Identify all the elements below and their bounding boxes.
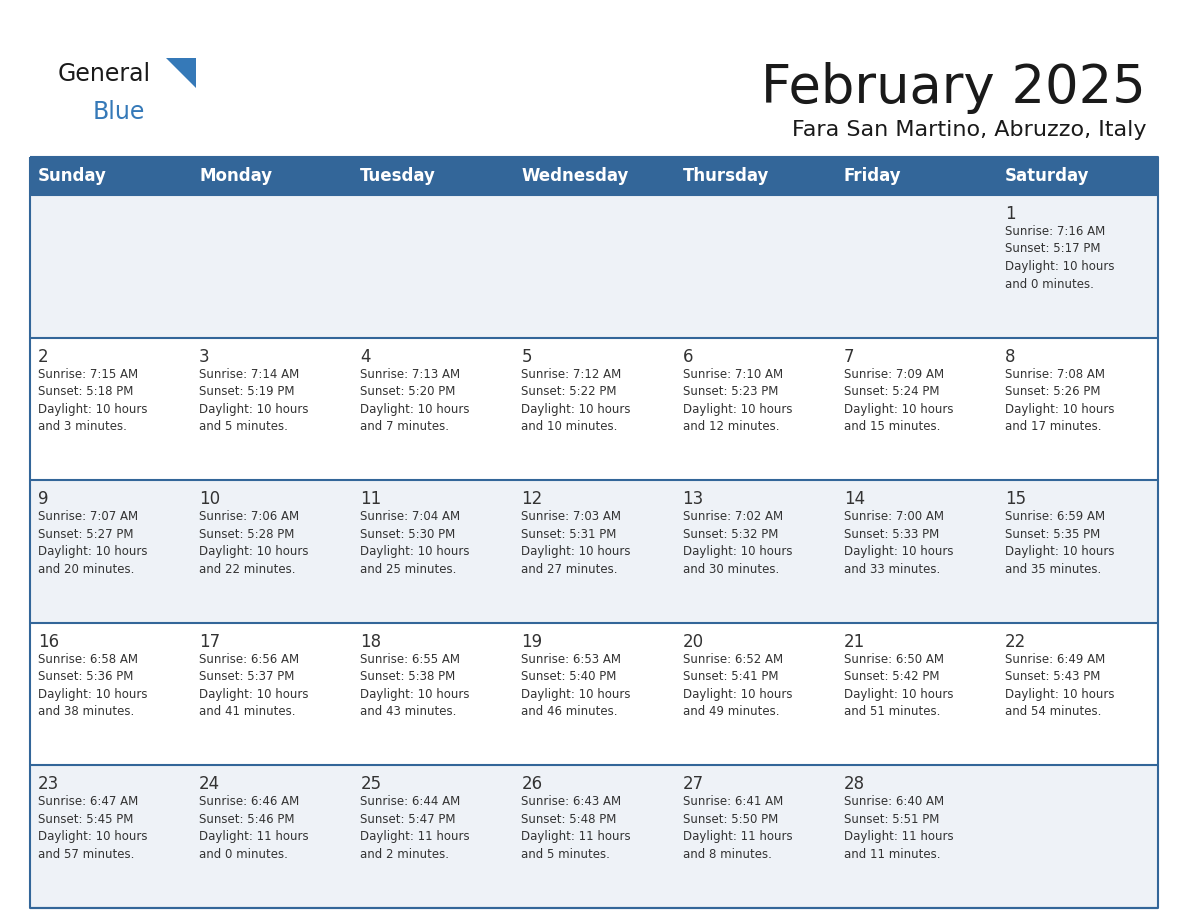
Text: Sunrise: 7:03 AM
Sunset: 5:31 PM
Daylight: 10 hours
and 27 minutes.: Sunrise: 7:03 AM Sunset: 5:31 PM Dayligh… (522, 510, 631, 576)
Text: 9: 9 (38, 490, 49, 509)
Bar (30, 480, 1158, 622)
Text: Sunrise: 7:13 AM
Sunset: 5:20 PM
Daylight: 10 hours
and 7 minutes.: Sunrise: 7:13 AM Sunset: 5:20 PM Dayligh… (360, 367, 469, 433)
Text: 20: 20 (683, 633, 703, 651)
Text: February 2025: February 2025 (762, 62, 1146, 114)
Text: Sunrise: 6:41 AM
Sunset: 5:50 PM
Daylight: 11 hours
and 8 minutes.: Sunrise: 6:41 AM Sunset: 5:50 PM Dayligh… (683, 795, 792, 861)
Text: 12: 12 (522, 490, 543, 509)
Text: 26: 26 (522, 776, 543, 793)
Text: Saturday: Saturday (1005, 167, 1089, 185)
Text: Sunrise: 7:10 AM
Sunset: 5:23 PM
Daylight: 10 hours
and 12 minutes.: Sunrise: 7:10 AM Sunset: 5:23 PM Dayligh… (683, 367, 792, 433)
Text: 7: 7 (843, 348, 854, 365)
Text: 17: 17 (200, 633, 220, 651)
Text: Blue: Blue (93, 100, 145, 124)
Text: 5: 5 (522, 348, 532, 365)
Text: Fara San Martino, Abruzzo, Italy: Fara San Martino, Abruzzo, Italy (791, 120, 1146, 140)
Text: Sunrise: 6:52 AM
Sunset: 5:41 PM
Daylight: 10 hours
and 49 minutes.: Sunrise: 6:52 AM Sunset: 5:41 PM Dayligh… (683, 653, 792, 718)
Text: Sunrise: 6:49 AM
Sunset: 5:43 PM
Daylight: 10 hours
and 54 minutes.: Sunrise: 6:49 AM Sunset: 5:43 PM Dayligh… (1005, 653, 1114, 718)
Text: Tuesday: Tuesday (360, 167, 436, 185)
Text: Sunrise: 7:07 AM
Sunset: 5:27 PM
Daylight: 10 hours
and 20 minutes.: Sunrise: 7:07 AM Sunset: 5:27 PM Dayligh… (38, 510, 147, 576)
Bar (30, 195, 1158, 338)
Text: Sunrise: 7:00 AM
Sunset: 5:33 PM
Daylight: 10 hours
and 33 minutes.: Sunrise: 7:00 AM Sunset: 5:33 PM Dayligh… (843, 510, 953, 576)
Bar (30, 338, 1158, 480)
Text: 22: 22 (1005, 633, 1026, 651)
Text: Sunrise: 6:40 AM
Sunset: 5:51 PM
Daylight: 11 hours
and 11 minutes.: Sunrise: 6:40 AM Sunset: 5:51 PM Dayligh… (843, 795, 953, 861)
Text: 21: 21 (843, 633, 865, 651)
Text: 24: 24 (200, 776, 220, 793)
Text: Monday: Monday (200, 167, 272, 185)
Text: Sunrise: 7:04 AM
Sunset: 5:30 PM
Daylight: 10 hours
and 25 minutes.: Sunrise: 7:04 AM Sunset: 5:30 PM Dayligh… (360, 510, 469, 576)
Text: Sunrise: 6:55 AM
Sunset: 5:38 PM
Daylight: 10 hours
and 43 minutes.: Sunrise: 6:55 AM Sunset: 5:38 PM Dayligh… (360, 653, 469, 718)
Text: 2: 2 (38, 348, 49, 365)
Text: 1: 1 (1005, 205, 1016, 223)
Text: 25: 25 (360, 776, 381, 793)
Bar (30, 157, 1158, 195)
Text: Sunrise: 7:02 AM
Sunset: 5:32 PM
Daylight: 10 hours
and 30 minutes.: Sunrise: 7:02 AM Sunset: 5:32 PM Dayligh… (683, 510, 792, 576)
Text: 19: 19 (522, 633, 543, 651)
Text: Sunrise: 6:59 AM
Sunset: 5:35 PM
Daylight: 10 hours
and 35 minutes.: Sunrise: 6:59 AM Sunset: 5:35 PM Dayligh… (1005, 510, 1114, 576)
Text: Sunrise: 7:06 AM
Sunset: 5:28 PM
Daylight: 10 hours
and 22 minutes.: Sunrise: 7:06 AM Sunset: 5:28 PM Dayligh… (200, 510, 309, 576)
Text: Sunrise: 6:50 AM
Sunset: 5:42 PM
Daylight: 10 hours
and 51 minutes.: Sunrise: 6:50 AM Sunset: 5:42 PM Dayligh… (843, 653, 953, 718)
Text: Sunrise: 6:47 AM
Sunset: 5:45 PM
Daylight: 10 hours
and 57 minutes.: Sunrise: 6:47 AM Sunset: 5:45 PM Dayligh… (38, 795, 147, 861)
Text: 27: 27 (683, 776, 703, 793)
Text: Sunrise: 6:53 AM
Sunset: 5:40 PM
Daylight: 10 hours
and 46 minutes.: Sunrise: 6:53 AM Sunset: 5:40 PM Dayligh… (522, 653, 631, 718)
Polygon shape (166, 58, 196, 88)
Text: 8: 8 (1005, 348, 1016, 365)
Bar (30, 766, 1158, 908)
Text: Sunrise: 7:14 AM
Sunset: 5:19 PM
Daylight: 10 hours
and 5 minutes.: Sunrise: 7:14 AM Sunset: 5:19 PM Dayligh… (200, 367, 309, 433)
Text: 13: 13 (683, 490, 703, 509)
Text: 6: 6 (683, 348, 693, 365)
Text: 10: 10 (200, 490, 220, 509)
Text: 16: 16 (38, 633, 59, 651)
Text: Sunrise: 7:09 AM
Sunset: 5:24 PM
Daylight: 10 hours
and 15 minutes.: Sunrise: 7:09 AM Sunset: 5:24 PM Dayligh… (843, 367, 953, 433)
Text: 14: 14 (843, 490, 865, 509)
Text: General: General (58, 62, 151, 86)
Text: 23: 23 (38, 776, 59, 793)
Text: Thursday: Thursday (683, 167, 769, 185)
Text: Sunrise: 7:08 AM
Sunset: 5:26 PM
Daylight: 10 hours
and 17 minutes.: Sunrise: 7:08 AM Sunset: 5:26 PM Dayligh… (1005, 367, 1114, 433)
Text: 3: 3 (200, 348, 210, 365)
Text: Sunrise: 6:58 AM
Sunset: 5:36 PM
Daylight: 10 hours
and 38 minutes.: Sunrise: 6:58 AM Sunset: 5:36 PM Dayligh… (38, 653, 147, 718)
Text: Wednesday: Wednesday (522, 167, 628, 185)
Text: Sunday: Sunday (38, 167, 107, 185)
Text: Sunrise: 7:16 AM
Sunset: 5:17 PM
Daylight: 10 hours
and 0 minutes.: Sunrise: 7:16 AM Sunset: 5:17 PM Dayligh… (1005, 225, 1114, 290)
Bar (30, 622, 1158, 766)
Text: Friday: Friday (843, 167, 902, 185)
Text: Sunrise: 7:12 AM
Sunset: 5:22 PM
Daylight: 10 hours
and 10 minutes.: Sunrise: 7:12 AM Sunset: 5:22 PM Dayligh… (522, 367, 631, 433)
Text: 11: 11 (360, 490, 381, 509)
Text: Sunrise: 6:43 AM
Sunset: 5:48 PM
Daylight: 11 hours
and 5 minutes.: Sunrise: 6:43 AM Sunset: 5:48 PM Dayligh… (522, 795, 631, 861)
Text: Sunrise: 6:46 AM
Sunset: 5:46 PM
Daylight: 11 hours
and 0 minutes.: Sunrise: 6:46 AM Sunset: 5:46 PM Dayligh… (200, 795, 309, 861)
Text: 18: 18 (360, 633, 381, 651)
Text: 28: 28 (843, 776, 865, 793)
Text: 15: 15 (1005, 490, 1026, 509)
Text: Sunrise: 7:15 AM
Sunset: 5:18 PM
Daylight: 10 hours
and 3 minutes.: Sunrise: 7:15 AM Sunset: 5:18 PM Dayligh… (38, 367, 147, 433)
Text: 4: 4 (360, 348, 371, 365)
Text: Sunrise: 6:56 AM
Sunset: 5:37 PM
Daylight: 10 hours
and 41 minutes.: Sunrise: 6:56 AM Sunset: 5:37 PM Dayligh… (200, 653, 309, 718)
Text: Sunrise: 6:44 AM
Sunset: 5:47 PM
Daylight: 11 hours
and 2 minutes.: Sunrise: 6:44 AM Sunset: 5:47 PM Dayligh… (360, 795, 470, 861)
